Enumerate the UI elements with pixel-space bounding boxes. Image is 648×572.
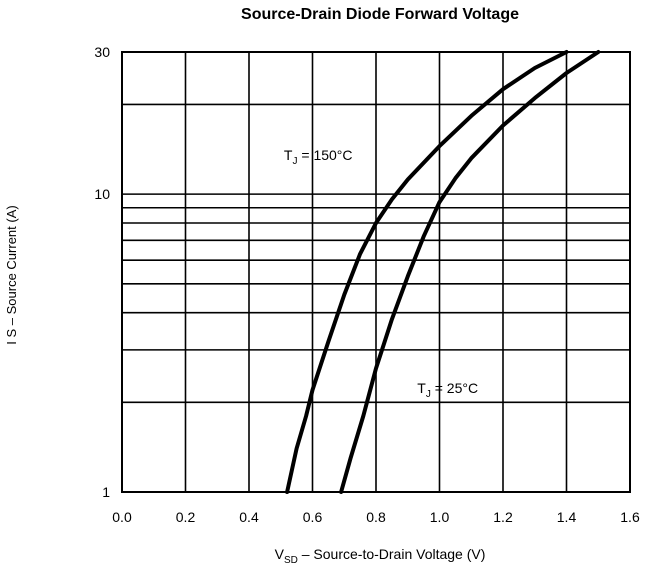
y-tick-label: 10 — [94, 186, 110, 202]
x-tick-label: 0.2 — [176, 509, 196, 525]
y-tick-label: 30 — [94, 44, 110, 60]
x-tick-label: 1.4 — [557, 509, 577, 525]
plot-frame — [121, 51, 631, 493]
x-tick-label: 0.6 — [303, 509, 323, 525]
plot-grid — [121, 51, 631, 493]
x-axis-label-rest: – Source-to-Drain Voltage (V) — [297, 546, 486, 562]
y-tick-label: 1 — [102, 484, 110, 500]
x-tick-label: 1.6 — [620, 509, 640, 525]
x-axis-label-sub: SD — [283, 554, 298, 566]
series-label-1: TJ = 25°C — [417, 380, 478, 400]
x-tick-label: 0.0 — [112, 509, 132, 525]
x-tick-label: 1.2 — [493, 509, 513, 525]
series-line-0 — [285, 50, 569, 494]
curves — [285, 50, 601, 494]
x-tick-label: 0.8 — [366, 509, 386, 525]
x-axis-label-main: V — [274, 546, 284, 562]
y-axis-label-text: I S – Source Current (A) — [4, 205, 19, 345]
series-label-0: TJ = 150°C — [284, 147, 353, 167]
x-tick-label: 0.4 — [239, 509, 259, 525]
series-line-1 — [339, 50, 601, 494]
series-labels: TJ = 150°C TJ = 25°C — [284, 147, 478, 400]
tick-labels: 0.0 0.2 0.4 0.6 0.8 1.0 1.2 1.4 1.6 1 10 30 — [94, 44, 640, 525]
chart-title: Source-Drain Diode Forward Voltage — [241, 6, 519, 23]
x-tick-label: 1.0 — [430, 509, 450, 525]
x-axis-label: VSD – Source-to-Drain Voltage (V) — [120, 546, 640, 566]
